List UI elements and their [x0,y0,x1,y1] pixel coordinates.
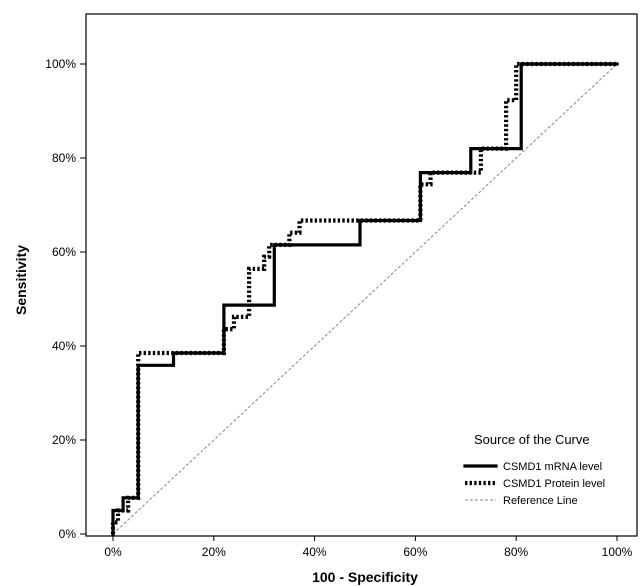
y-axis-title: Sensitivity [13,245,29,315]
y-tick-label: 20% [52,433,76,447]
x-axis: 0% 20% 40% 60% 80% 100% [104,536,633,559]
y-axis: 0% 20% 40% 60% 80% 100% [45,57,86,541]
legend-label-csmd1-protein-level: CSMD1 Protein level [503,478,605,490]
y-tick-label: 100% [45,57,76,71]
x-tick-label: 0% [104,545,122,559]
series-layer [110,61,619,536]
legend-label-csmd1-mrna-level: CSMD1 mRNA level [503,461,602,473]
plot-frame [85,13,638,537]
x-tick-label: 60% [403,545,427,559]
legend-items: CSMD1 mRNA level CSMD1 Protein level Refer… [463,461,605,507]
series-csmd1-mrna-level-line [111,62,619,536]
x-tick-label: 40% [303,545,327,559]
legend-title: Source of the Curve [474,432,590,447]
x-tick-label: 20% [202,545,226,559]
x-tick-label: 80% [504,545,528,559]
legend-label-reference-line: Reference Line [503,495,578,507]
series-csmd1-protein-level-line [110,61,617,534]
y-tick-label: 0% [59,527,77,541]
x-axis-title: 100 - Specificity [312,569,418,585]
x-tick-label: 100% [602,545,633,559]
y-tick-label: 60% [52,245,76,259]
y-tick-label: 80% [52,151,76,165]
legend: Source of the Curve CSMD1 mRNA levelCSMD… [463,432,605,507]
y-tick-label: 40% [52,339,76,353]
